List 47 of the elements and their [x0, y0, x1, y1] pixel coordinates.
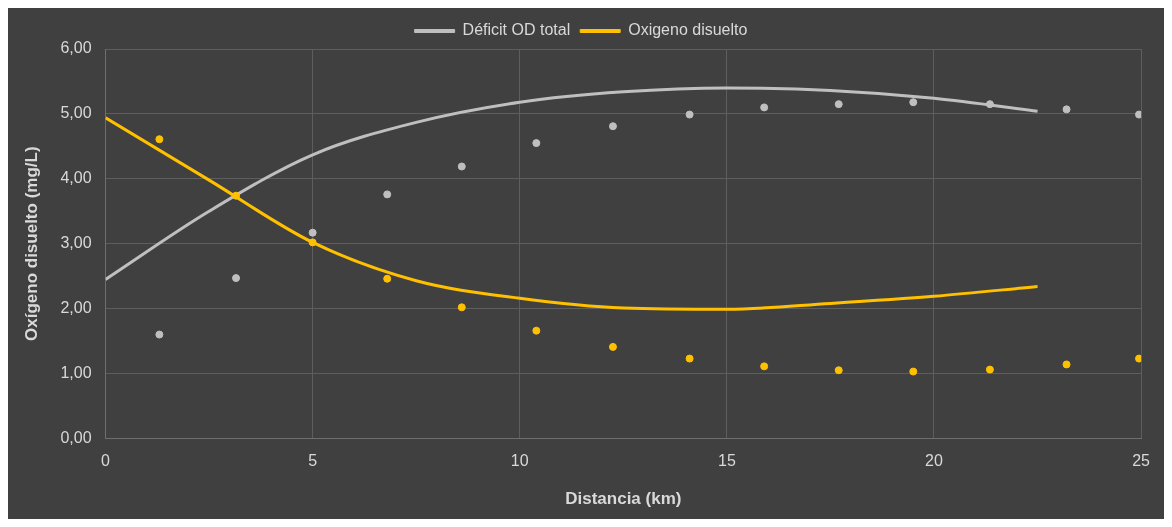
point	[834, 366, 843, 375]
point	[985, 100, 994, 109]
point	[608, 342, 617, 351]
point	[457, 303, 466, 312]
y-tick-label: 6,00	[60, 39, 92, 57]
point	[685, 354, 694, 363]
y-tick-label: 5,00	[60, 104, 92, 122]
point	[155, 135, 164, 144]
point	[1135, 354, 1142, 363]
point	[232, 274, 241, 283]
x-tick-label: 0	[101, 452, 111, 470]
point	[457, 162, 466, 171]
x-tick-label: 20	[925, 452, 943, 470]
point	[232, 191, 241, 200]
point	[685, 110, 694, 119]
point	[608, 122, 617, 131]
y-tick-label: 4,00	[60, 169, 92, 187]
x-tick-label: 10	[510, 452, 529, 470]
point	[308, 238, 317, 247]
point	[155, 330, 164, 339]
y-tick-label: 2,00	[60, 299, 92, 317]
legend-label: Oxigeno disuelto	[628, 21, 748, 39]
point	[985, 365, 994, 374]
point	[760, 362, 769, 371]
y-axis-title: Oxígeno disuelto (mg/L)	[21, 146, 41, 341]
point	[1062, 105, 1071, 114]
point	[383, 274, 392, 283]
point	[383, 190, 392, 199]
point	[532, 139, 541, 148]
x-axis-title: Distancia (km)	[565, 489, 682, 509]
line-series	[105, 116, 1040, 311]
y-tick-label: 0,00	[60, 428, 92, 446]
point	[1062, 360, 1071, 369]
x-tick-label: 15	[717, 452, 736, 470]
line-series	[105, 86, 1040, 281]
y-tick-label: 1,00	[60, 363, 92, 381]
x-tick-label: 25	[1132, 452, 1151, 470]
y-tick-label: 3,00	[60, 234, 92, 252]
point	[909, 98, 918, 107]
x-tick-label: 5	[308, 452, 318, 470]
point	[909, 367, 918, 376]
point	[532, 326, 541, 335]
point	[760, 103, 769, 112]
legend-label: Déficit OD total	[462, 21, 571, 39]
point	[834, 100, 843, 109]
point	[1135, 110, 1142, 119]
point	[308, 228, 317, 237]
